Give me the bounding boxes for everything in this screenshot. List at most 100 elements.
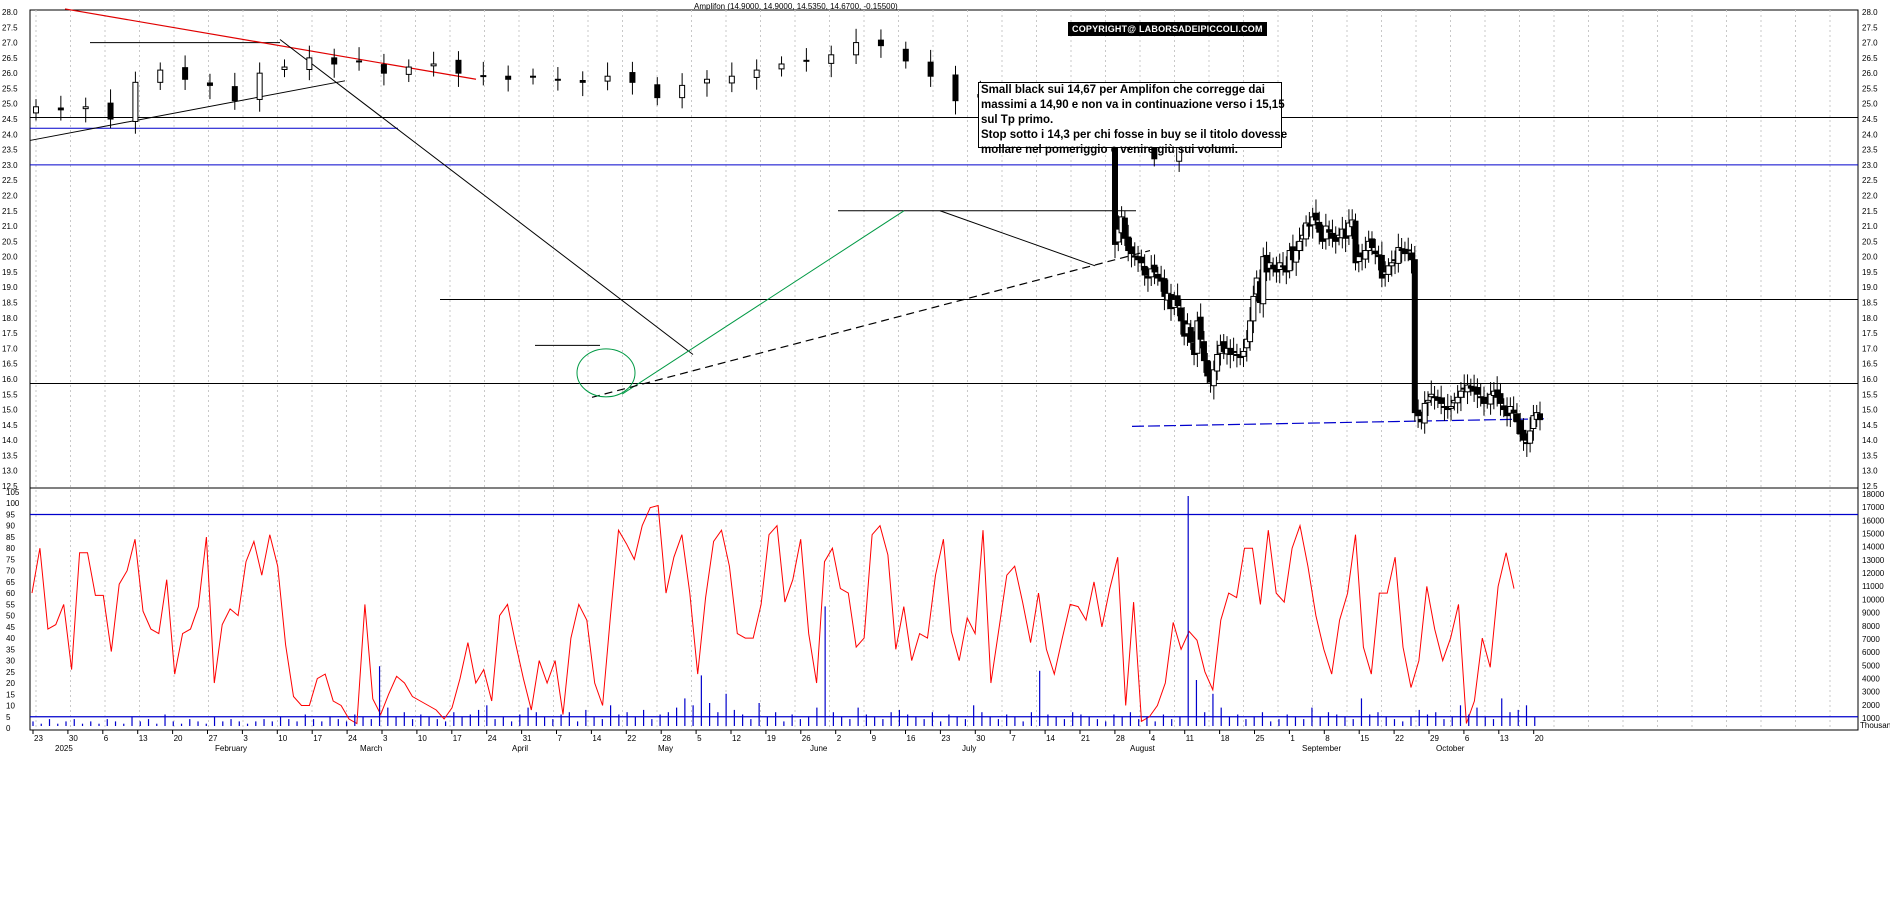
candle-body [579,80,586,83]
candle-body [1372,250,1379,255]
green-highlight-ellipse [576,348,636,398]
candle-body [1214,354,1221,372]
candle-body [1454,396,1461,404]
candle-body [1530,415,1537,430]
candle-body [430,63,437,67]
blue-dashed-support [1131,418,1549,427]
candle-body [1286,250,1293,272]
price-tick-label-right: 17.5 [1862,329,1878,338]
x-tick-label: 14 [1046,734,1055,743]
price-tick-label-right: 27.5 [1862,23,1878,32]
price-tick-label-left: 14.0 [2,436,18,445]
price-tick-label-left: 22.0 [2,191,18,200]
price-tick-label-right: 21.0 [1862,222,1878,231]
x-tick-label: 21 [1081,734,1090,743]
price-tick-label-right: 19.5 [1862,268,1878,277]
osc-tick-label: 25 [6,668,15,677]
candle-body [356,60,363,63]
price-tick-label-right: 18.0 [1862,314,1878,323]
x-tick-label: 12 [732,734,741,743]
candle-body [1537,413,1543,421]
x-tick-label: 24 [348,734,357,743]
price-tick-label-left: 17.0 [2,344,18,353]
osc-tick-label: 80 [6,544,15,553]
price-tick-label-right: 20.5 [1862,237,1878,246]
price-tick-label-left: 17.5 [2,329,18,338]
oscillator-line [31,504,1515,725]
x-tick-label: 19 [767,734,776,743]
x-tick-label: 2 [837,734,842,743]
price-tick-label-right: 18.5 [1862,299,1878,308]
price-tick-label-right: 20.0 [1862,253,1878,262]
candle-body [1355,256,1362,263]
x-tick-label: 16 [907,734,916,743]
volume-tick-label: 5000 [1862,661,1880,670]
osc-tick-label: 5 [6,713,11,722]
price-tick-label-left: 26.0 [2,69,18,78]
volume-tick-label: 11000 [1862,582,1884,591]
volume-tick-label: 16000 [1862,516,1885,525]
candle-body [679,84,686,99]
black-trendline-down [279,39,694,355]
candle-body [57,107,64,111]
candle-body [1115,228,1122,243]
candle-body [1187,327,1194,343]
osc-tick-label: 85 [6,533,15,542]
volume-tick-label: 13000 [1862,556,1885,565]
chart-header: Amplifon (14.9000, 14.9000, 14.5350, 14.… [694,2,898,11]
candle-body [1270,264,1277,270]
price-tick-label-left: 20.0 [2,253,18,262]
candle-body [877,39,884,47]
x-tick-label: 28 [1116,734,1125,743]
osc-tick-label: 30 [6,657,15,666]
candle-body [1273,268,1280,273]
candle-body [1125,236,1132,252]
candle-body [1474,387,1481,395]
price-tick-label-left: 18.5 [2,299,18,308]
osc-tick-label: 15 [6,690,15,699]
x-tick-label: 30 [976,734,985,743]
candle-body [1378,254,1385,279]
price-tick-label-right: 15.5 [1862,390,1878,399]
oscillator-panel-frame [29,487,1859,731]
volume-tick-label: 18000 [1862,490,1885,499]
candle-body [1395,246,1402,264]
volume-tick-label: 10000 [1862,595,1885,604]
price-tick-label-left: 15.0 [2,406,18,415]
month-label: September [1302,744,1341,753]
x-tick-label: 3 [243,734,248,743]
volume-tick-label: 3000 [1862,688,1880,697]
volume-tick-label: 6000 [1862,648,1880,657]
candle-body [1415,409,1422,417]
osc-tick-label: 40 [6,634,15,643]
x-tick-label: 17 [313,734,322,743]
month-label: February [215,744,247,753]
candle-body [1243,338,1250,349]
price-tick-label-right: 22.0 [1862,191,1878,200]
candle-body [1138,256,1145,264]
candle-body [331,57,338,65]
candle-body [480,75,487,78]
osc-tick-label: 90 [6,522,15,531]
price-tick-label-left: 21.0 [2,222,18,231]
price-tick-label-right: 14.0 [1862,436,1878,445]
price-tick-label-left: 22.5 [2,176,18,185]
comment-line: sul Tp primo. [981,114,1054,126]
price-tick-label-left: 20.5 [2,237,18,246]
comment-line: mollare nel pomeriggio e venire giù sui … [981,144,1238,156]
candle-body [1487,393,1494,405]
x-tick-label: 7 [1011,734,1016,743]
osc-tick-label: 65 [6,578,15,587]
x-tick-label: 18 [1221,734,1230,743]
month-label: June [810,744,828,753]
price-tick-label-right: 24.5 [1862,115,1878,124]
candle-body [1121,217,1128,239]
dashed-trendline [591,249,1151,398]
x-tick-label: 7 [558,734,563,743]
osc-tick-label: 60 [6,589,15,598]
candle-body [654,84,661,99]
osc-tick-label: 50 [6,612,15,621]
black-trendline-up [29,80,346,141]
candle-body [1303,222,1310,240]
candle-body [530,75,537,78]
